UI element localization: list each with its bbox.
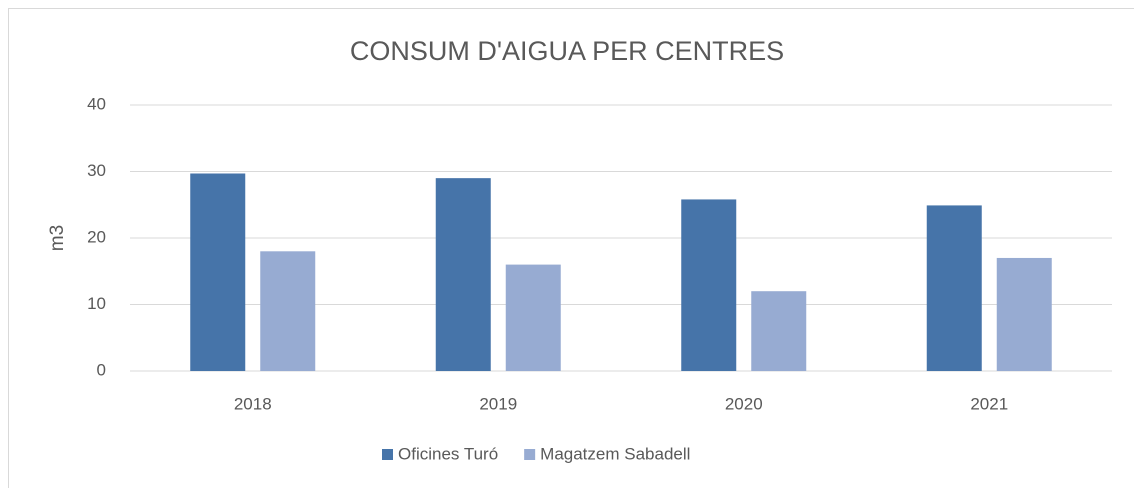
legend-label: Oficines Turó — [398, 444, 498, 463]
y-axis-label: m3 — [47, 225, 68, 251]
legend-swatch — [524, 449, 535, 460]
y-tick-label: 20 — [87, 227, 106, 246]
y-tick-label: 30 — [87, 161, 106, 180]
bar — [436, 178, 491, 371]
y-tick-label: 40 — [87, 94, 106, 113]
x-tick-label: 2018 — [234, 394, 272, 413]
x-tick-label: 2020 — [725, 394, 763, 413]
y-tick-label: 10 — [87, 294, 106, 313]
x-tick-label: 2021 — [970, 394, 1008, 413]
legend-swatch — [382, 449, 393, 460]
bar — [997, 258, 1052, 371]
bar — [190, 173, 245, 371]
bar — [260, 251, 315, 371]
chart-title: CONSUM D'AIGUA PER CENTRES — [350, 36, 784, 66]
bar — [927, 205, 982, 371]
legend-label: Magatzem Sabadell — [540, 444, 690, 463]
bar — [751, 291, 806, 371]
bar — [681, 199, 736, 371]
bar — [506, 265, 561, 371]
y-tick-label: 0 — [97, 360, 106, 379]
x-tick-label: 2019 — [479, 394, 517, 413]
